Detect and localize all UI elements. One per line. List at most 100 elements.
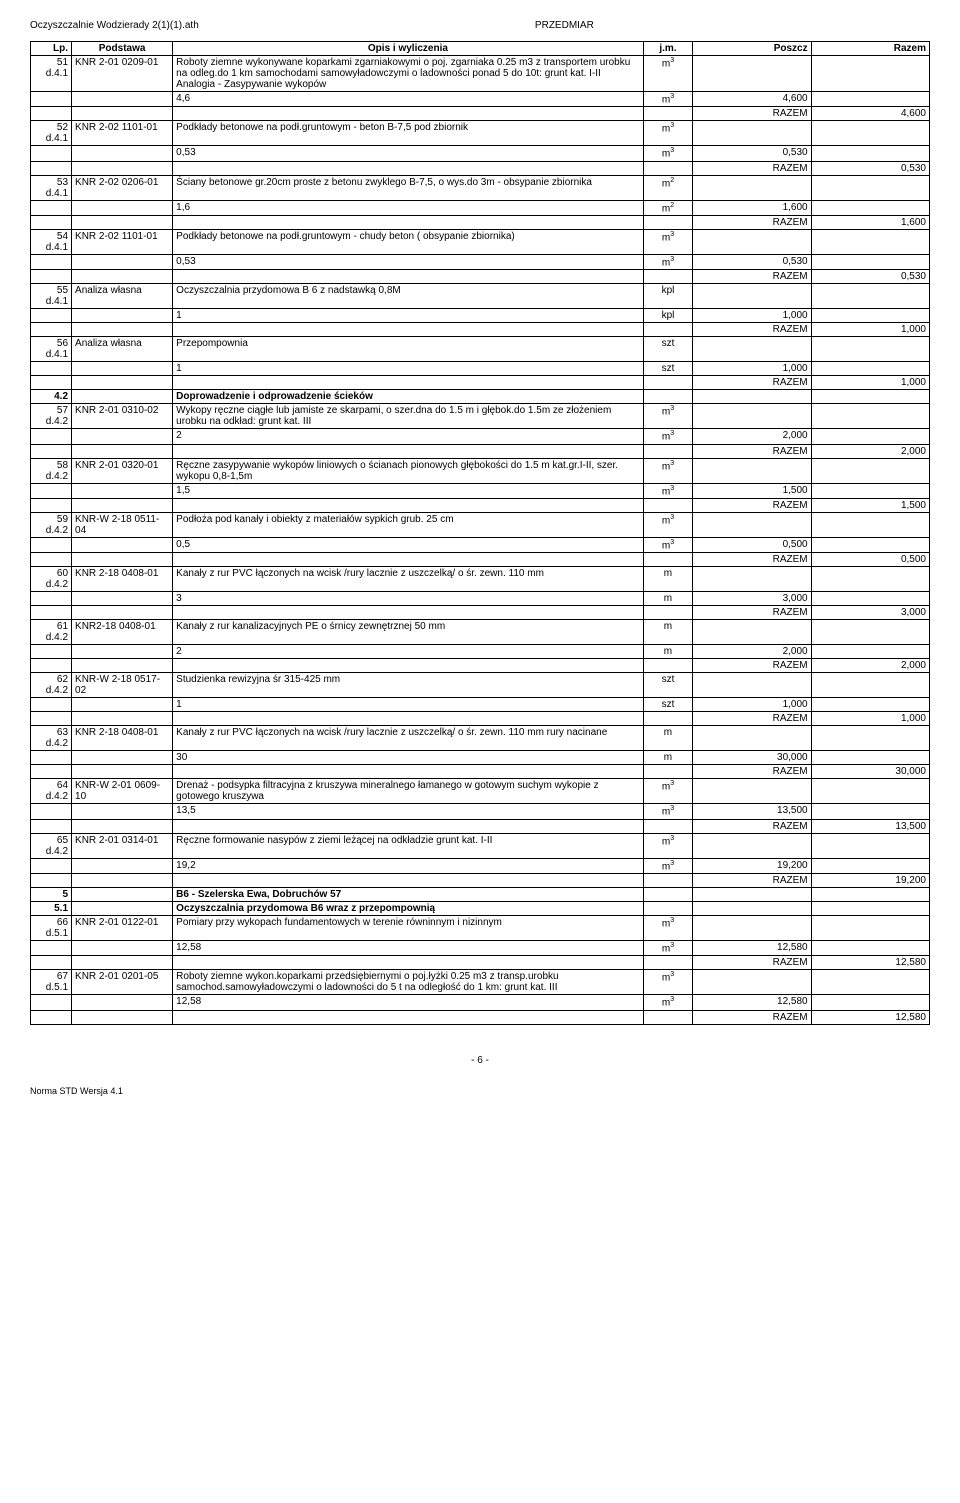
col-razem-header: Razem — [811, 42, 929, 56]
cell-jm — [643, 1010, 693, 1024]
page-header: Oczyszczalnie Wodzierady 2(1)(1).ath PRZ… — [30, 20, 930, 31]
cell-poszcz — [693, 887, 811, 901]
table-row: 62d.4.2KNR-W 2-18 0517-02Studzienka rewi… — [31, 673, 930, 698]
cell-razem: 1,000 — [811, 376, 929, 390]
table-row: 0,53m30,530 — [31, 254, 930, 269]
cell-razem: 2,000 — [811, 659, 929, 673]
cell-razem — [811, 512, 929, 537]
cell-podstawa — [72, 553, 173, 567]
cell-razem — [811, 309, 929, 323]
cell-jm: kpl — [643, 309, 693, 323]
cell-podstawa — [72, 444, 173, 458]
cell-poszcz: 1,000 — [693, 309, 811, 323]
cell-podstawa — [72, 107, 173, 121]
cell-jm — [643, 956, 693, 970]
cell-jm: m3 — [643, 121, 693, 146]
cell-opis: Doprowadzenie i odprowadzenie ścieków — [173, 390, 644, 404]
cell-opis: Oczyszczalnia przydomowa B6 wraz z przep… — [173, 901, 644, 915]
cell-lp — [31, 765, 72, 779]
cell-podstawa — [72, 873, 173, 887]
cell-lp: 60d.4.2 — [31, 567, 72, 592]
cell-jm — [643, 376, 693, 390]
cell-razem: 0,530 — [811, 161, 929, 175]
table-row: 2m2,000 — [31, 645, 930, 659]
cell-lp: 66d.5.1 — [31, 915, 72, 940]
table-row: RAZEM3,000 — [31, 606, 930, 620]
cell-jm: m — [643, 726, 693, 751]
cell-opis: 1,6 — [173, 200, 644, 215]
cell-poszcz: 13,500 — [693, 804, 811, 819]
col-jm-header: j.m. — [643, 42, 693, 56]
cell-lp — [31, 309, 72, 323]
cell-razem: 13,500 — [811, 819, 929, 833]
cell-podstawa — [72, 483, 173, 498]
cell-jm: m3 — [643, 995, 693, 1010]
cell-podstawa — [72, 940, 173, 955]
cell-opis: Oczyszczalnia przydomowa B 6 z nadstawką… — [173, 284, 644, 309]
cell-opis: 1,5 — [173, 483, 644, 498]
cell-jm — [643, 444, 693, 458]
cell-razem — [811, 56, 929, 92]
table-row: 66d.5.1KNR 2-01 0122-01Pomiary przy wyko… — [31, 915, 930, 940]
cell-podstawa: KNR 2-01 0314-01 — [72, 833, 173, 858]
cell-jm: kpl — [643, 284, 693, 309]
cell-podstawa: Analiza własna — [72, 337, 173, 362]
table-row: 5B6 - Szelerska Ewa, Dobruchów 57 — [31, 887, 930, 901]
cell-opis — [173, 1010, 644, 1024]
cell-jm — [643, 107, 693, 121]
cell-jm: m2 — [643, 200, 693, 215]
cell-podstawa — [72, 362, 173, 376]
norma-version: Norma STD Wersja 4.1 — [30, 1086, 930, 1096]
col-lp-header: Lp. — [31, 42, 72, 56]
razem-label: RAZEM — [693, 161, 811, 175]
cell-podstawa — [72, 537, 173, 552]
razem-label: RAZEM — [693, 1010, 811, 1024]
cell-jm — [643, 765, 693, 779]
cell-poszcz — [693, 567, 811, 592]
cell-opis — [173, 873, 644, 887]
cell-lp — [31, 537, 72, 552]
cell-poszcz — [693, 175, 811, 200]
cell-poszcz — [693, 915, 811, 940]
razem-label: RAZEM — [693, 553, 811, 567]
cell-razem: 19,200 — [811, 873, 929, 887]
cell-poszcz: 0,530 — [693, 254, 811, 269]
cell-razem — [811, 92, 929, 107]
cell-razem: 1,600 — [811, 215, 929, 229]
page-number: - 6 - — [30, 1055, 930, 1066]
cell-opis — [173, 819, 644, 833]
table-row: 65d.4.2KNR 2-01 0314-01Ręczne formowanie… — [31, 833, 930, 858]
razem-label: RAZEM — [693, 765, 811, 779]
cell-poszcz: 12,580 — [693, 940, 811, 955]
table-row: RAZEM1,000 — [31, 323, 930, 337]
cell-podstawa — [72, 819, 173, 833]
cell-jm: m — [643, 751, 693, 765]
table-row: 4,6m34,600 — [31, 92, 930, 107]
cell-opis: 0,5 — [173, 537, 644, 552]
cell-opis: 3 — [173, 592, 644, 606]
table-row: 58d.4.2KNR 2-01 0320-01Ręczne zasypywani… — [31, 458, 930, 483]
cell-poszcz — [693, 229, 811, 254]
table-row: RAZEM13,500 — [31, 819, 930, 833]
cell-lp: 67d.5.1 — [31, 970, 72, 995]
cell-opis: Kanały z rur PVC łączonych na wcisk /rur… — [173, 567, 644, 592]
cell-opis: 12,58 — [173, 940, 644, 955]
cell-podstawa — [72, 390, 173, 404]
cell-jm — [643, 553, 693, 567]
table-row: 4.2Doprowadzenie i odprowadzenie ścieków — [31, 390, 930, 404]
cell-podstawa: KNR-W 2-18 0511-04 — [72, 512, 173, 537]
cell-opis: Podłoża pod kanały i obiekty z materiałó… — [173, 512, 644, 537]
cell-jm: m3 — [643, 858, 693, 873]
cell-razem — [811, 429, 929, 444]
cell-lp — [31, 376, 72, 390]
cell-lp — [31, 200, 72, 215]
cell-opis: Roboty ziemne wykon.koparkami przedsiębi… — [173, 970, 644, 995]
table-row: 1szt1,000 — [31, 698, 930, 712]
cell-jm: szt — [643, 337, 693, 362]
table-row: 12,58m312,580 — [31, 995, 930, 1010]
cell-opis: Drenaż - podsypka filtracyjna z kruszywa… — [173, 779, 644, 804]
cell-opis: Ściany betonowe gr.20cm proste z betonu … — [173, 175, 644, 200]
cell-razem — [811, 592, 929, 606]
cell-razem: 12,580 — [811, 956, 929, 970]
cell-podstawa — [72, 592, 173, 606]
